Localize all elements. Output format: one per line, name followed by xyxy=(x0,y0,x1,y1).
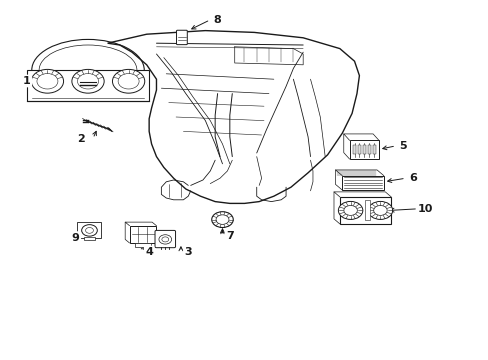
Circle shape xyxy=(162,237,168,242)
FancyBboxPatch shape xyxy=(176,30,187,45)
Bar xyxy=(349,140,378,159)
Text: 2: 2 xyxy=(77,134,84,144)
Circle shape xyxy=(85,228,93,233)
Text: 5: 5 xyxy=(399,141,407,151)
Circle shape xyxy=(31,69,63,93)
Text: 1: 1 xyxy=(23,76,31,86)
Circle shape xyxy=(78,73,98,89)
Circle shape xyxy=(112,69,144,93)
Bar xyxy=(339,197,390,224)
Circle shape xyxy=(373,206,386,215)
Bar xyxy=(77,222,101,238)
Text: 7: 7 xyxy=(225,231,233,241)
Bar xyxy=(27,70,149,101)
Bar xyxy=(357,145,360,154)
Circle shape xyxy=(81,225,97,236)
Circle shape xyxy=(343,206,357,215)
Circle shape xyxy=(37,73,58,89)
Text: 10: 10 xyxy=(417,204,432,214)
Circle shape xyxy=(211,212,233,228)
Circle shape xyxy=(216,215,228,224)
Bar xyxy=(367,145,370,154)
Bar xyxy=(365,200,369,220)
Circle shape xyxy=(118,73,139,89)
Polygon shape xyxy=(107,31,359,203)
Circle shape xyxy=(159,235,171,244)
Bar xyxy=(135,243,151,247)
Circle shape xyxy=(338,202,362,220)
Bar xyxy=(372,145,375,154)
Bar xyxy=(362,145,365,154)
Text: 3: 3 xyxy=(184,247,192,257)
Circle shape xyxy=(72,69,104,93)
Bar xyxy=(342,176,383,190)
Text: 6: 6 xyxy=(408,173,416,183)
FancyBboxPatch shape xyxy=(155,230,175,248)
Text: 8: 8 xyxy=(213,15,221,25)
Text: 4: 4 xyxy=(145,247,153,257)
Bar xyxy=(129,226,156,243)
Circle shape xyxy=(367,202,392,220)
Bar xyxy=(352,145,355,154)
Bar xyxy=(83,237,95,240)
Text: 9: 9 xyxy=(72,233,80,243)
